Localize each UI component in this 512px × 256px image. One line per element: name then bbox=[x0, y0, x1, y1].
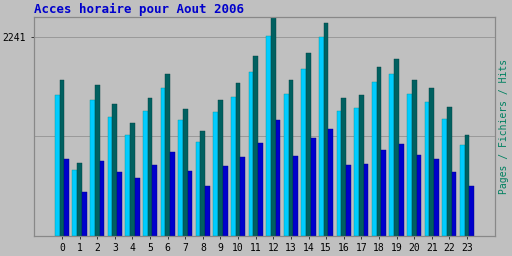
Bar bbox=[271, 16, 275, 236]
Bar bbox=[470, 186, 474, 236]
Bar bbox=[381, 150, 386, 236]
Bar bbox=[430, 88, 434, 236]
Bar bbox=[284, 94, 289, 236]
Bar bbox=[100, 161, 104, 236]
Bar bbox=[424, 102, 430, 236]
Y-axis label: Pages / Fichiers / Hits: Pages / Fichiers / Hits bbox=[499, 59, 509, 194]
Bar bbox=[394, 59, 399, 236]
Bar bbox=[236, 83, 241, 236]
Bar bbox=[306, 53, 311, 236]
Bar bbox=[90, 100, 95, 236]
Bar bbox=[205, 186, 210, 236]
Bar bbox=[329, 129, 333, 236]
Bar bbox=[376, 67, 381, 236]
Bar bbox=[196, 142, 201, 236]
Bar bbox=[258, 143, 263, 236]
Bar bbox=[302, 69, 306, 236]
Bar bbox=[214, 112, 218, 236]
Bar bbox=[434, 159, 439, 236]
Bar bbox=[65, 159, 69, 236]
Bar bbox=[342, 98, 346, 236]
Bar bbox=[354, 108, 359, 236]
Bar bbox=[161, 88, 165, 236]
Bar bbox=[241, 157, 245, 236]
Bar bbox=[407, 94, 412, 236]
Bar bbox=[187, 171, 193, 236]
Bar bbox=[135, 178, 140, 236]
Bar bbox=[447, 107, 452, 236]
Bar bbox=[390, 74, 394, 236]
Bar bbox=[311, 138, 315, 236]
Bar bbox=[108, 117, 113, 236]
Bar bbox=[336, 111, 342, 236]
Bar bbox=[113, 104, 117, 236]
Bar bbox=[412, 80, 417, 236]
Bar bbox=[346, 165, 351, 236]
Bar bbox=[364, 164, 369, 236]
Bar bbox=[231, 97, 236, 236]
Bar bbox=[170, 152, 175, 236]
Bar bbox=[183, 109, 187, 236]
Bar bbox=[464, 135, 470, 236]
Bar bbox=[55, 95, 59, 236]
Bar bbox=[289, 80, 293, 236]
Bar bbox=[117, 172, 122, 236]
Bar bbox=[359, 95, 364, 236]
Bar bbox=[223, 166, 228, 236]
Bar bbox=[143, 111, 147, 236]
Bar bbox=[452, 172, 457, 236]
Bar bbox=[147, 98, 153, 236]
Bar bbox=[95, 85, 100, 236]
Bar bbox=[218, 100, 223, 236]
Text: Acces horaire pour Aout 2006: Acces horaire pour Aout 2006 bbox=[34, 3, 244, 16]
Bar bbox=[442, 120, 447, 236]
Bar bbox=[153, 165, 157, 236]
Bar bbox=[417, 155, 421, 236]
Bar bbox=[266, 36, 271, 236]
Bar bbox=[275, 120, 281, 236]
Bar bbox=[253, 57, 258, 236]
Bar bbox=[201, 131, 205, 236]
Bar bbox=[77, 163, 82, 236]
Bar bbox=[165, 74, 170, 236]
Bar bbox=[125, 134, 130, 236]
Bar bbox=[399, 144, 403, 236]
Bar bbox=[324, 23, 329, 236]
Bar bbox=[319, 37, 324, 236]
Bar bbox=[178, 120, 183, 236]
Bar bbox=[59, 80, 65, 236]
Bar bbox=[372, 82, 376, 236]
Bar bbox=[460, 145, 464, 236]
Bar bbox=[248, 72, 253, 236]
Bar bbox=[130, 123, 135, 236]
Bar bbox=[82, 192, 87, 236]
Bar bbox=[293, 156, 298, 236]
Bar bbox=[73, 170, 77, 236]
